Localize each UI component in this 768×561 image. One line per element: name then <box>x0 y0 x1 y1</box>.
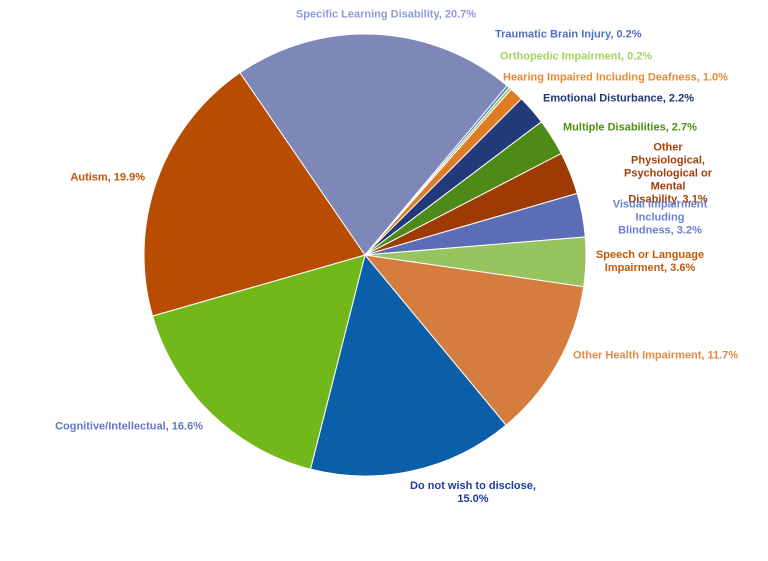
data-label: Multiple Disabilities, 2.7% <box>563 121 697 134</box>
data-label: Do not wish to disclose, 15.0% <box>410 480 536 505</box>
data-label: Traumatic Brain Injury, 0.2% <box>495 28 642 41</box>
data-label: Emotional Disturbance, 2.2% <box>543 92 694 105</box>
data-label: Other Physiological, Psychological or Me… <box>623 141 713 206</box>
data-label: Other Health Impairment, 11.7% <box>573 349 739 362</box>
data-label: Speech or Language Impairment, 3.6% <box>595 249 705 274</box>
data-label: Cognitive/Intellectual, 16.6% <box>55 420 203 433</box>
data-label: Hearing Impaired Including Deafness, 1.0… <box>503 71 728 84</box>
data-label: Orthopedic Impairment, 0.2% <box>500 50 653 63</box>
pie-slice <box>363 254 585 426</box>
data-label: Specific Learning Disability, 20.7% <box>295 8 477 21</box>
pie-slice <box>309 253 507 477</box>
pie-slice <box>239 33 508 256</box>
data-label: Autism, 19.9% <box>70 171 145 184</box>
pie-slice <box>151 254 366 470</box>
pie-slice <box>143 72 366 317</box>
data-label: Visual Impairment Including Blindness, 3… <box>612 198 708 237</box>
